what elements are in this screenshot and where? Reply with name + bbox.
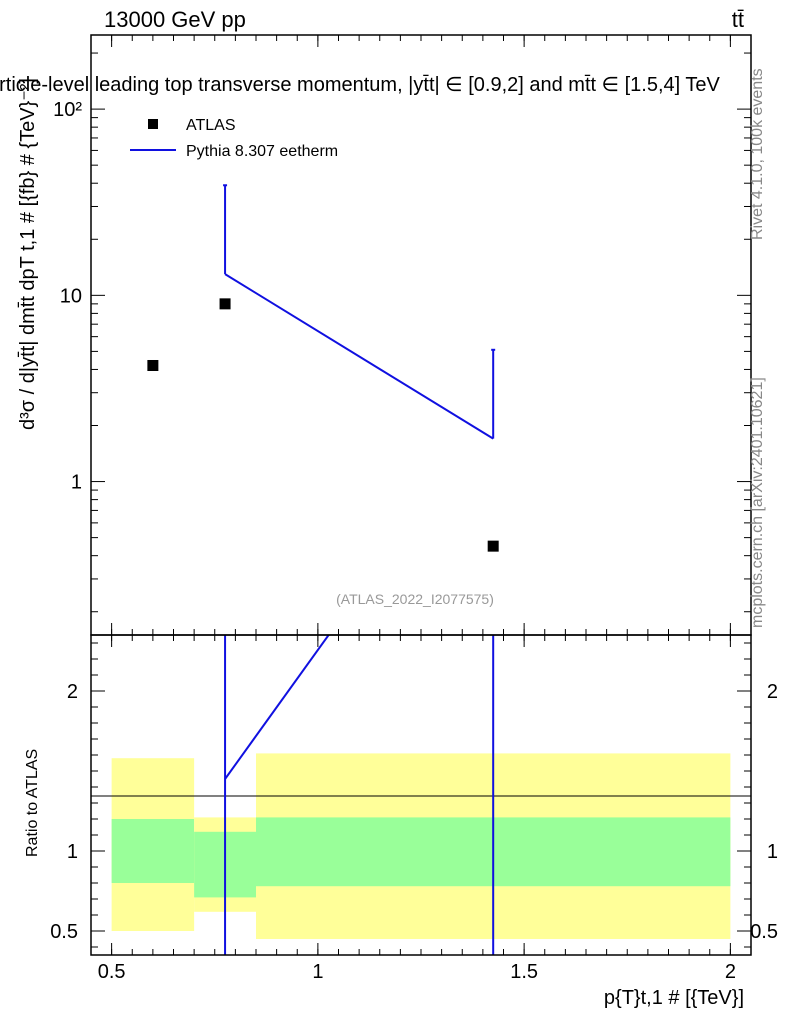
y-axis-label-ratio: Ratio to ATLAS [24,749,41,857]
y-tick-label-2: 10² [53,99,82,121]
x-tick-label-3: 2 [725,961,736,983]
legend-data-label: ATLAS [186,117,236,134]
rivet-version-label: Rivet 4.1.0, 100k events [749,68,766,240]
mcplots-label: mcplots.cern.ch [arXiv:2401.10621] [749,377,766,628]
energy-label: 13000 GeV pp [104,7,246,32]
axis-ticks: 0.5 1 1.5 2 1 10 10² 0.5 0.5 1 1 2 2 [50,35,778,983]
process-label: tt̄ [732,7,744,32]
y-tick-label-1: 10 [60,285,82,307]
x-tick-label-1: 1 [312,961,323,983]
legend-data-marker [148,119,158,129]
ratio-tick-label-left-1: 1 [67,841,78,863]
legend-mc-label: Pythia 8.307 eetherm [186,143,338,160]
atlas-data-point-2 [487,540,499,552]
x-axis-label: p{T}t,1 # [{TeV}] [604,987,744,1009]
y-axis-label-main: d³σ / d|yt̄t| dmt̄t dpT t,1 # [{fb} # {T… [17,78,39,430]
x-tick-label-0: 0.5 [98,961,126,983]
ratio-band-inner-0 [111,819,195,883]
atlas-data-point-0 [147,359,159,371]
ratio-tick-label-left-0: 0.5 [50,921,78,943]
x-tick-label-2: 1.5 [510,961,538,983]
mc-ratio-line [224,635,330,780]
ratio-tick-label-right-0: 0.5 [750,921,778,943]
mc-line [224,273,494,440]
main-plot-area [147,184,499,552]
plot-title: article-level leading top transverse mom… [0,74,721,96]
analysis-id: (ATLAS_2022_I2077575) [336,591,494,607]
atlas-data-point-1 [219,298,231,310]
ratio-tick-label-left-2: 2 [67,681,78,703]
legend: ATLAS Pythia 8.307 eetherm [130,117,338,160]
ratio-bands [111,753,731,939]
ratio-tick-label-right-1: 1 [767,841,778,863]
y-tick-label-0: 1 [71,472,82,494]
ratio-plot-area [224,635,495,955]
ratio-tick-label-right-2: 2 [767,681,778,703]
